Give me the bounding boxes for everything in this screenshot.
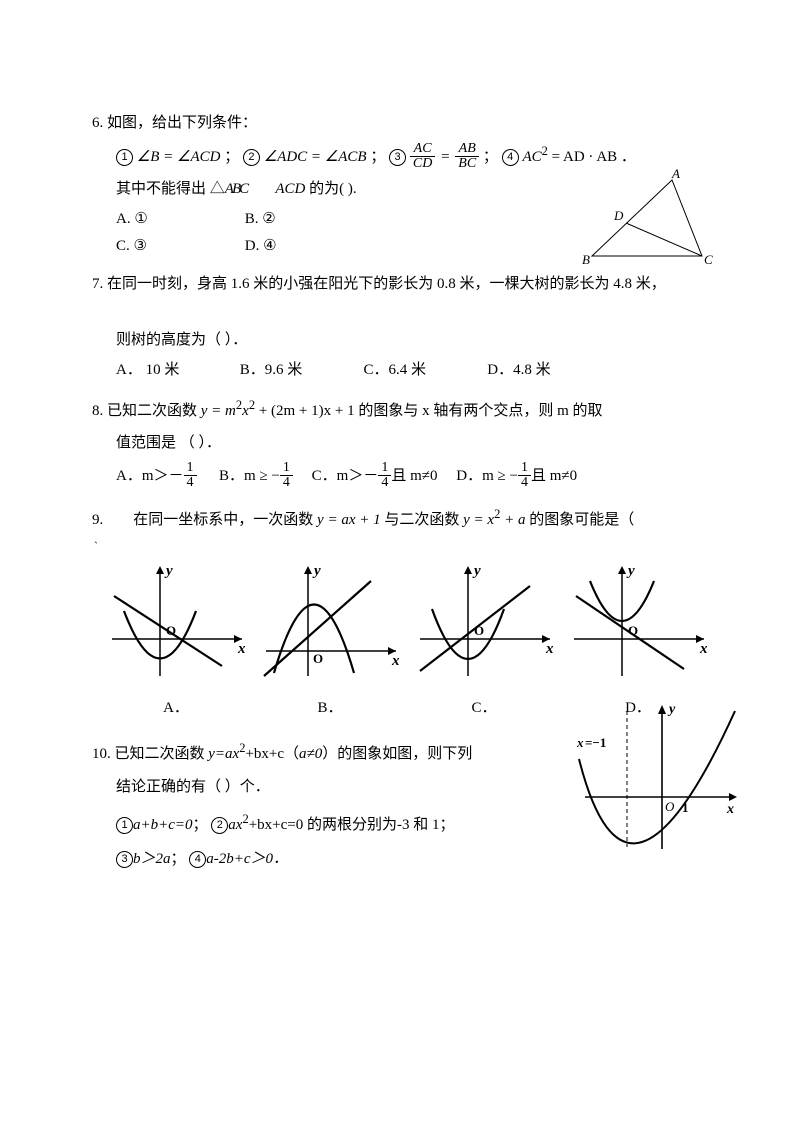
q7-optB: B．9.6 米: [240, 357, 360, 385]
svg-text:x: x: [726, 802, 734, 817]
circle-2-icon: 2: [243, 149, 260, 166]
q8-number: 8.: [92, 403, 103, 419]
q9-stem: 9. 在同一坐标系中，一次函数 y = ax + 1 与二次函数 y = x2 …: [92, 503, 712, 535]
q9-eq1: y = ax + 1: [317, 512, 381, 528]
backtick: `: [92, 535, 712, 557]
q6-c4: AC2 = AD · AB: [522, 149, 617, 165]
q7-number: 7.: [92, 276, 103, 292]
q7-optA: A． 10 米: [116, 357, 236, 385]
svg-text:x: x: [237, 641, 246, 657]
circle-4-icon: 4: [502, 149, 519, 166]
q7-optD: D．4.8 米: [487, 357, 607, 385]
q8-eq: y = m2x2 + (2m + 1)x + 1: [201, 403, 355, 419]
svg-text:B: B: [582, 252, 590, 267]
svg-text:x: x: [576, 735, 584, 750]
eq-sign: =: [439, 149, 451, 165]
q6-c3-frac2: ABBC: [455, 142, 479, 171]
svg-text:D: D: [613, 208, 624, 223]
q8-stem2: 值范围是 （ ）．: [92, 430, 712, 458]
svg-text:y: y: [164, 563, 173, 579]
q9-number: 9.: [92, 512, 103, 528]
svg-text:y: y: [472, 563, 481, 579]
circle-2-icon: 2: [211, 817, 228, 834]
question-10: 10. 已知二次函数 y=ax2+bx+c（a≠0）的图象如图，则下列 结论正确…: [92, 737, 712, 874]
sep: ；: [224, 149, 239, 165]
svg-text:y: y: [312, 563, 321, 579]
q7-optC: C．6.4 米: [364, 357, 484, 385]
q9-label-a: A．: [102, 695, 250, 723]
svg-text:O: O: [313, 651, 323, 666]
svg-text:y: y: [626, 563, 635, 579]
sep: ；: [370, 149, 385, 165]
svg-text:C: C: [704, 252, 713, 267]
q10-figure: x y O 1 x =−1: [567, 699, 742, 854]
q8-optA: A．m＞－14: [116, 462, 197, 491]
q10-eq: y=ax2+bx+c: [208, 746, 284, 762]
circle-4-icon: 4: [189, 851, 206, 868]
q6-conditions: 1 ∠B = ∠ACD ； 2 ∠ADC = ∠ACB ； 3 ACCD = A…: [92, 140, 712, 172]
question-7: 7. 在同一时刻，身高 1.6 米的小强在阳光下的影长为 0.8 米，一棵大树的…: [92, 271, 712, 384]
circle-1-icon: 1: [116, 817, 133, 834]
question-6: 6. 如图，给出下列条件： 1 ∠B = ∠ACD ； 2 ∠ADC = ∠AC…: [92, 110, 712, 261]
svg-text:x: x: [391, 653, 400, 669]
q10-number: 10.: [92, 746, 111, 762]
svg-text:x: x: [699, 641, 708, 657]
q8-options: A．m＞－14 B．m ≥ −14 C．m＞－14 且 m≠0 D．m ≥ −1…: [92, 462, 712, 491]
q8-stem1: 8. 已知二次函数 y = m2x2 + (2m + 1)x + 1 的图象与 …: [92, 394, 712, 426]
q8-optC: C．m＞－14 且 m≠0: [312, 462, 438, 491]
q9-graph-d: x y O: [564, 561, 712, 681]
q6-optD: D. ④: [245, 233, 370, 261]
q9-eq2: y = x2 + a: [463, 512, 525, 528]
circle-3-icon: 3: [389, 149, 406, 166]
q9-graphs: x y O x y O: [92, 561, 712, 681]
q8-optB: B．m ≥ −14: [219, 462, 293, 491]
svg-text:y: y: [667, 702, 676, 717]
q6-triangle-figure: A B C D: [572, 168, 722, 273]
q9-graph-a: x y O: [102, 561, 250, 681]
svg-text:O: O: [665, 799, 675, 814]
q8-optD: D．m ≥ −14 且 m≠0: [456, 462, 577, 491]
circle-1-icon: 1: [116, 149, 133, 166]
q6-c2: ∠ADC = ∠ACB: [264, 149, 367, 165]
svg-text:A: A: [671, 168, 680, 181]
question-9: 9. 在同一坐标系中，一次函数 y = ax + 1 与二次函数 y = x2 …: [92, 503, 712, 723]
circle-3-icon: 3: [116, 851, 133, 868]
q7-stem1: 7. 在同一时刻，身高 1.6 米的小强在阳光下的影长为 0.8 米，一棵大树的…: [92, 271, 712, 299]
q6-c3-frac1: ACCD: [410, 142, 435, 171]
q6-number: 6.: [92, 115, 103, 131]
period: ．: [621, 149, 636, 165]
q9-label-b: B．: [256, 695, 404, 723]
question-8: 8. 已知二次函数 y = m2x2 + (2m + 1)x + 1 的图象与 …: [92, 394, 712, 491]
svg-text:x: x: [545, 641, 554, 657]
q6-optA: A. ①: [116, 206, 241, 234]
q9-graph-b: x y O: [256, 561, 404, 681]
svg-text:=−1: =−1: [585, 735, 606, 750]
q9-label-c: C．: [410, 695, 558, 723]
q6-optB: B. ②: [245, 206, 370, 234]
q7-options: A． 10 米 B．9.6 米 C．6.4 米 D．4.8 米: [92, 357, 712, 385]
q6-stem-text: 如图，给出下列条件：: [107, 115, 257, 131]
q7-stem2: 则树的高度为（ ）．: [92, 327, 712, 355]
q6-optC: C. ③: [116, 233, 241, 261]
q9-graph-c: x y O: [410, 561, 558, 681]
q6-c1: ∠B = ∠ACD: [137, 149, 221, 165]
sep: ；: [483, 149, 498, 165]
svg-text:1: 1: [682, 800, 689, 815]
q6-stem: 6. 如图，给出下列条件：: [92, 110, 712, 138]
